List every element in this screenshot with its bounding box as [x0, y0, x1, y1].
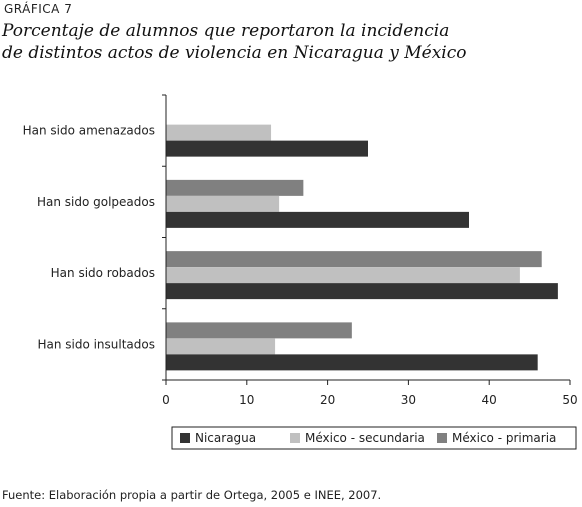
bar-m-xico-primaria-3 — [166, 251, 542, 268]
x-tick-label: 30 — [401, 393, 416, 407]
bar-m-xico-primaria-4 — [166, 322, 352, 339]
legend-swatch-m-xico-primaria — [437, 433, 447, 443]
legend-label: México - primaria — [452, 431, 556, 445]
category-label: Han sido amenazados — [23, 124, 155, 138]
legend-label: Nicaragua — [195, 431, 256, 445]
legend-box — [171, 426, 577, 450]
legend-swatch-m-xico-secundaria — [290, 433, 300, 443]
category-label: Han sido golpeados — [37, 195, 155, 209]
bar-nicaragua-3 — [166, 283, 558, 300]
x-tick-label: 10 — [239, 393, 254, 407]
x-tick-label: 50 — [562, 393, 577, 407]
x-tick-label: 40 — [482, 393, 497, 407]
bar-nicaragua-1 — [166, 140, 368, 157]
bar-m-xico-secundaria-1 — [166, 124, 272, 141]
category-label: Han sido robados — [51, 266, 155, 280]
bar-nicaragua-4 — [166, 354, 538, 371]
bar-nicaragua-2 — [166, 211, 469, 228]
figure-label: GRÁFICA 7 — [4, 2, 73, 16]
bar-chart: Han sido amenazados Han sido golpeados Han… — [23, 94, 578, 450]
bar-m-xico-secundaria-3 — [166, 267, 520, 284]
chart-title-line-2: de distintos actos de violencia en Nicar… — [2, 43, 467, 63]
category-label: Han sido insultados — [37, 337, 155, 351]
bar-m-xico-secundaria-4 — [166, 338, 276, 355]
source-note: Fuente: Elaboración propia a partir de O… — [2, 488, 382, 502]
x-tick-label: 20 — [320, 393, 335, 407]
legend-label: México - secundaria — [305, 431, 425, 445]
chart-title-line-1: Porcentaje de alumnos que reportaron la … — [2, 21, 450, 41]
bar-m-xico-primaria-2 — [166, 179, 304, 196]
bar-m-xico-secundaria-2 — [166, 195, 280, 212]
legend-swatch-nicaragua — [180, 433, 190, 443]
chart-title: Porcentaje de alumnos que reportaron la … — [2, 20, 580, 64]
x-tick-label: 0 — [162, 393, 170, 407]
